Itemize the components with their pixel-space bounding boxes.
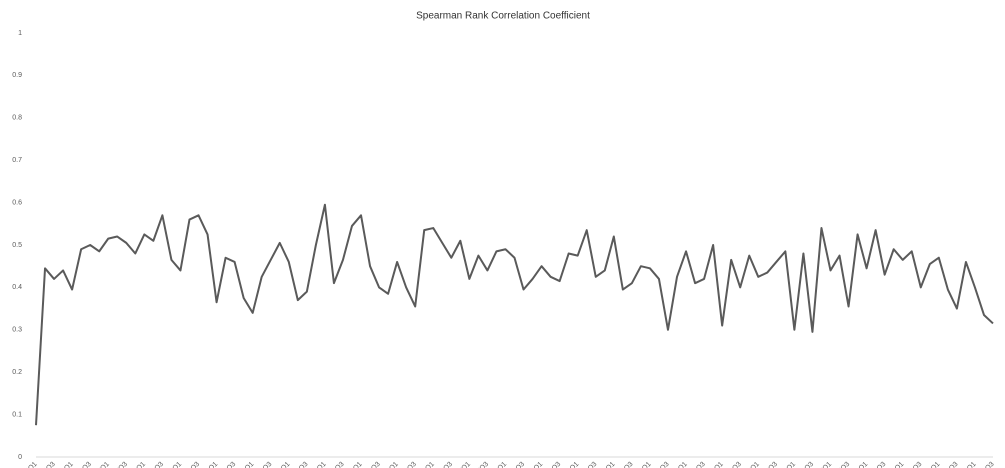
y-tick-label: 0.6 (12, 199, 22, 206)
x-tick-label: 1998Q3 (143, 461, 166, 468)
x-tick-label: 2016Q3 (793, 461, 816, 468)
x-tick-label: 2000Q1 (197, 461, 220, 468)
x-tick-label: 2006Q3 (431, 461, 454, 468)
chart-title: Spearman Rank Correlation Coefficient (416, 11, 590, 22)
x-tick-label: 1997Q1 (88, 461, 111, 468)
x-tick-label: 2011Q3 (612, 461, 634, 468)
x-tick-label: 2019Q3 (901, 461, 924, 468)
y-tick-label: 0 (18, 454, 22, 461)
x-tick-label: 2002Q1 (269, 461, 292, 468)
x-tick-label: 2009Q1 (522, 461, 545, 468)
x-tick-label: 2007Q3 (468, 461, 491, 468)
x-tick-label: 2005Q3 (395, 461, 418, 468)
y-tick-label: 0.7 (12, 157, 22, 164)
x-tick-label: 2021Q1 (955, 461, 978, 468)
x-tick-label: 2015Q1 (738, 461, 761, 468)
x-tick-label: 2013Q3 (684, 461, 707, 468)
x-tick-label: 2019Q1 (883, 461, 906, 468)
x-tick-label: 2017Q1 (811, 461, 834, 468)
x-tick-label: 2003Q3 (323, 461, 346, 468)
x-tick-label: 2014Q3 (720, 461, 743, 468)
y-tick-label: 0.1 (12, 411, 22, 418)
y-tick-label: 0.2 (12, 369, 22, 376)
x-tick-label: 1999Q3 (179, 461, 202, 468)
x-tick-label: 2001Q1 (233, 461, 256, 468)
y-tick-label: 1 (18, 30, 22, 37)
x-tick-label: 2005Q1 (377, 461, 400, 468)
x-tick-label: 2018Q3 (865, 461, 888, 468)
x-tick-label: 2010Q1 (558, 461, 581, 468)
x-tick-label: 2008Q3 (504, 461, 527, 468)
y-tick-label: 0.5 (12, 242, 22, 249)
x-tick-label: 2018Q1 (847, 461, 870, 468)
x-tick-label: 1995Q3 (34, 461, 57, 468)
x-tick-label: 1998Q1 (124, 461, 147, 468)
x-tick-label: 2007Q1 (450, 461, 473, 468)
x-tick-label: 2016Q1 (775, 461, 798, 468)
x-tick-label: 2009Q3 (540, 461, 563, 468)
x-tick-label: 2003Q1 (305, 461, 328, 468)
x-tick-label: 2021Q3 (973, 461, 996, 468)
x-tick-label: 2010Q3 (576, 461, 599, 468)
x-tick-label: 1995Q1 (16, 461, 39, 468)
x-tick-label: 1996Q1 (52, 461, 75, 468)
x-tick-label: 2020Q1 (919, 461, 942, 468)
x-tick-label: 2014Q1 (702, 461, 725, 468)
x-tick-label: 2001Q3 (251, 461, 274, 468)
x-tick-label: 2006Q1 (413, 461, 436, 468)
x-tick-label: 2012Q3 (648, 461, 671, 468)
x-tick-label: 1997Q3 (106, 461, 129, 468)
x-tick-label: 2000Q3 (215, 461, 238, 468)
x-tick-label: 2008Q1 (486, 461, 509, 468)
x-tick-label: 2017Q3 (829, 461, 852, 468)
y-tick-label: 0.4 (12, 284, 22, 291)
data-line (35, 203, 994, 426)
x-tick-label: 2002Q3 (287, 461, 310, 468)
x-tick-label: 2011Q1 (594, 461, 616, 468)
x-tick-label: 2015Q3 (756, 461, 779, 468)
y-tick-label: 0.9 (12, 72, 22, 79)
x-tick-label: 2013Q1 (666, 461, 689, 468)
x-tick-label: 2012Q1 (630, 461, 653, 468)
x-tick-label: 1999Q1 (161, 461, 184, 468)
y-tick-label: 0.8 (12, 115, 22, 122)
x-tick-label: 2004Q3 (359, 461, 382, 468)
x-tick-label: 2020Q3 (937, 461, 960, 468)
x-tick-label: 1996Q3 (70, 461, 93, 468)
x-tick-label: 2004Q1 (341, 461, 364, 468)
y-tick-label: 0.3 (12, 327, 22, 334)
